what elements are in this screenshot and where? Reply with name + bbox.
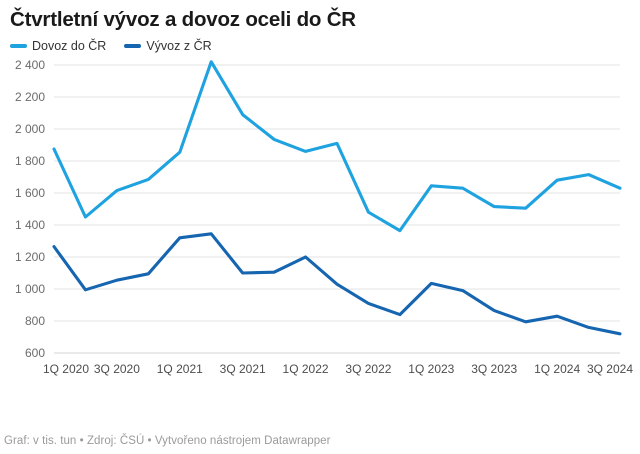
x-axis-tick-label: 1Q 2021 [157, 362, 203, 376]
y-axis-tick-label: 2 000 [15, 122, 45, 136]
y-axis-tick-label: 1 600 [15, 186, 45, 200]
x-axis-tick-label: 1Q 2024 [534, 362, 580, 376]
y-axis-tick-label: 800 [25, 314, 45, 328]
x-axis-tick-label: 1Q 2020 [43, 362, 89, 376]
series-lines [52, 59, 622, 335]
plot-area: 600 800 1 000 1 200 1 400 1 600 1 800 2 000 2 20… [6, 59, 634, 389]
chart-footer: Graf: v tis. tun • Zdroj: ČSÚ • Vytvořen… [4, 435, 331, 447]
legend-item-import[interactable]: Dovoz do ČR [10, 39, 106, 53]
legend-label-import: Dovoz do ČR [32, 38, 107, 53]
x-axis-tick-label: 3Q 2022 [345, 362, 391, 376]
x-axis-tick-label: 3Q 2023 [471, 362, 517, 376]
y-axis-labels: 600 800 1 000 1 200 1 400 1 600 1 800 2 000 2 20… [15, 59, 45, 360]
y-axis-tick-label: 600 [25, 346, 45, 360]
x-axis-tick-label: 3Q 2021 [220, 362, 266, 376]
y-axis-tick-label: 1 400 [15, 218, 45, 232]
x-axis-tick-label: 1Q 2022 [283, 362, 329, 376]
line-chart-svg: 600 800 1 000 1 200 1 400 1 600 1 800 2 000 2 20… [15, 59, 633, 376]
series-line-import[interactable] [52, 59, 622, 232]
y-axis-tick-label: 1 800 [15, 154, 45, 168]
x-axis-tick-label: 1Q 2023 [408, 362, 454, 376]
legend-swatch-export [124, 43, 142, 48]
x-axis-labels: 1Q 2020 3Q 2020 1Q 2021 3Q 2021 1Q 2022 3Q 20… [43, 362, 633, 376]
page-title: Čtvrtletní vývoz a dovoz oceli do ČR [10, 8, 356, 31]
y-axis-tick-label: 2 400 [15, 59, 45, 72]
y-axis-tick-label: 2 200 [15, 90, 45, 104]
x-axis-tick-label: 3Q 2020 [94, 362, 140, 376]
legend-label-export: Vývoz z ČR [146, 38, 212, 53]
legend-item-export[interactable]: Vývoz z ČR [124, 38, 212, 53]
gridlines [54, 64, 620, 354]
y-axis-tick-label: 1 000 [15, 282, 45, 296]
legend-swatch-import [10, 43, 27, 48]
x-axis-tick-label: 3Q 2024 [587, 362, 633, 376]
y-axis-tick-label: 1 200 [15, 250, 45, 264]
series-line-export[interactable] [52, 231, 622, 335]
chart-legend: Dovoz do ČR Vývoz z ČR [6, 32, 634, 53]
